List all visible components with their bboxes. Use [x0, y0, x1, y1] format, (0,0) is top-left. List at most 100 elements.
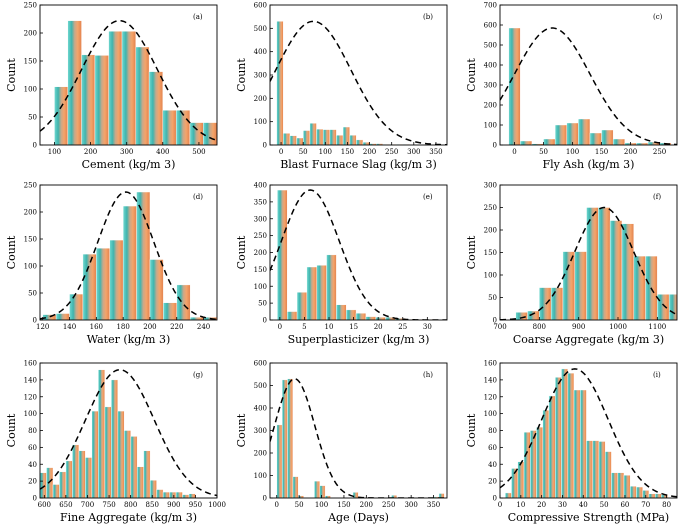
histogram-bar	[98, 369, 105, 498]
normal-fit-curve	[500, 368, 677, 498]
x-tick-label: 15	[349, 323, 358, 331]
plot-frame	[499, 4, 678, 146]
histogram-bar	[356, 139, 364, 145]
histogram-bar	[40, 472, 47, 498]
histogram-bar	[108, 31, 123, 145]
histogram-bar	[169, 491, 177, 498]
y-tick-label: 150	[254, 266, 267, 274]
histogram-bar	[117, 410, 125, 498]
y-tick-label: 200	[484, 102, 497, 110]
y-tick-label: 0	[493, 142, 497, 150]
x-axis-title: Water (kg/m 3)	[87, 333, 171, 346]
y-tick-label: 400	[484, 62, 497, 70]
histogram-bar	[617, 472, 625, 498]
y-tick-label: 200	[254, 95, 267, 103]
y-tick-label: 0	[263, 317, 267, 325]
y-tick-label: 50	[258, 300, 267, 308]
y-tick-label: 100	[484, 410, 497, 418]
plot-frame	[39, 184, 218, 321]
y-tick-label: 400	[254, 405, 267, 413]
histogram-bar	[287, 311, 298, 320]
x-tick-label: 140	[63, 323, 76, 331]
y-tick-label: 0	[493, 317, 497, 325]
x-tick-label: 0	[278, 323, 282, 331]
histogram-bar	[598, 441, 606, 498]
histogram-bar	[668, 294, 677, 320]
histogram-bar	[163, 302, 177, 320]
y-axis-title: Count	[465, 58, 478, 92]
histogram-bar	[276, 21, 284, 145]
panel-label: (a)	[193, 13, 203, 21]
y-tick-label: 300	[254, 72, 267, 80]
x-tick-label: 900	[167, 501, 180, 509]
histogram-bar	[536, 426, 543, 498]
x-tick-label: 40	[579, 501, 588, 509]
histogram-bar	[287, 378, 294, 498]
x-tick-label: 30	[423, 323, 432, 331]
x-axis-title: Superplasticizer (kg/m 3)	[288, 333, 430, 346]
histogram-bar	[302, 130, 311, 145]
x-tick-label: 50	[295, 501, 304, 509]
panel-label: (h)	[423, 371, 433, 379]
histogram-bar	[326, 254, 337, 320]
y-tick-label: 100	[484, 122, 497, 130]
y-tick-label: 40	[488, 461, 497, 469]
normal-fit-curve	[40, 19, 217, 142]
y-tick-label: 100	[24, 263, 37, 271]
histogram-bar	[67, 20, 82, 145]
chart-panel: 700 800 900 1000 1100 0 50 100 150 200 250 300 Coars…	[465, 182, 678, 346]
histogram-bar	[342, 126, 350, 145]
y-tick-label: 150	[24, 236, 37, 244]
x-tick-label: 950	[189, 501, 202, 509]
histogram-bar	[573, 389, 581, 498]
histogram-bar	[657, 294, 670, 320]
histogram-bar	[91, 410, 99, 498]
y-tick-label: 250	[254, 232, 267, 240]
histogram-bar	[346, 309, 357, 320]
y-tick-label: 200	[24, 209, 37, 217]
histogram-bar	[316, 265, 327, 320]
histogram-bar	[349, 134, 357, 145]
histogram-bar	[175, 491, 183, 498]
histogram-bar	[296, 292, 308, 320]
y-tick-label: 140	[24, 376, 37, 384]
y-tick-label: 80	[488, 427, 497, 435]
x-tick-label: 200	[360, 501, 373, 509]
histogram-bar	[54, 86, 69, 145]
histogram-bar	[612, 138, 625, 145]
x-tick-label: 150	[595, 148, 608, 156]
y-tick-label: 100	[254, 472, 267, 480]
histogram-bar	[527, 310, 540, 320]
histogram-bar	[598, 207, 611, 320]
histogram-bar	[143, 450, 151, 498]
x-tick-label: 150	[337, 501, 350, 509]
histogram-bar	[604, 451, 612, 498]
plot-area	[40, 368, 217, 498]
x-tick-label: 80	[662, 501, 671, 509]
x-tick-label: 600	[38, 501, 51, 509]
histogram-bar	[589, 132, 602, 145]
x-tick-label: 60	[620, 501, 629, 509]
y-tick-label: 150	[24, 58, 37, 66]
x-tick-label: 0	[279, 148, 283, 156]
histogram-bar	[438, 493, 445, 498]
x-axis-title: Cement (kg/m 3)	[82, 158, 176, 171]
x-tick-label: 500	[192, 148, 205, 156]
y-axis-title: Count	[5, 58, 18, 92]
histogram-bar	[336, 134, 344, 145]
y-tick-label: 250	[484, 204, 497, 212]
chart-panel: 120 140 160 180 200 220 240 0 50 100 150 200 250 Wate…	[5, 182, 218, 346]
plot-area	[270, 189, 447, 320]
x-tick-label: 1000	[208, 501, 226, 509]
x-tick-label: 10	[516, 501, 525, 509]
y-tick-label: 60	[488, 444, 497, 452]
x-tick-label: 0	[498, 501, 502, 509]
x-axis-title: Age (Days)	[327, 511, 389, 524]
x-tick-label: 50	[600, 501, 609, 509]
y-axis-title: Count	[465, 413, 478, 447]
x-tick-label: 700	[81, 501, 94, 509]
panel-label: (d)	[193, 193, 203, 201]
y-tick-label: 160	[484, 360, 497, 368]
histogram-bar	[586, 207, 599, 320]
